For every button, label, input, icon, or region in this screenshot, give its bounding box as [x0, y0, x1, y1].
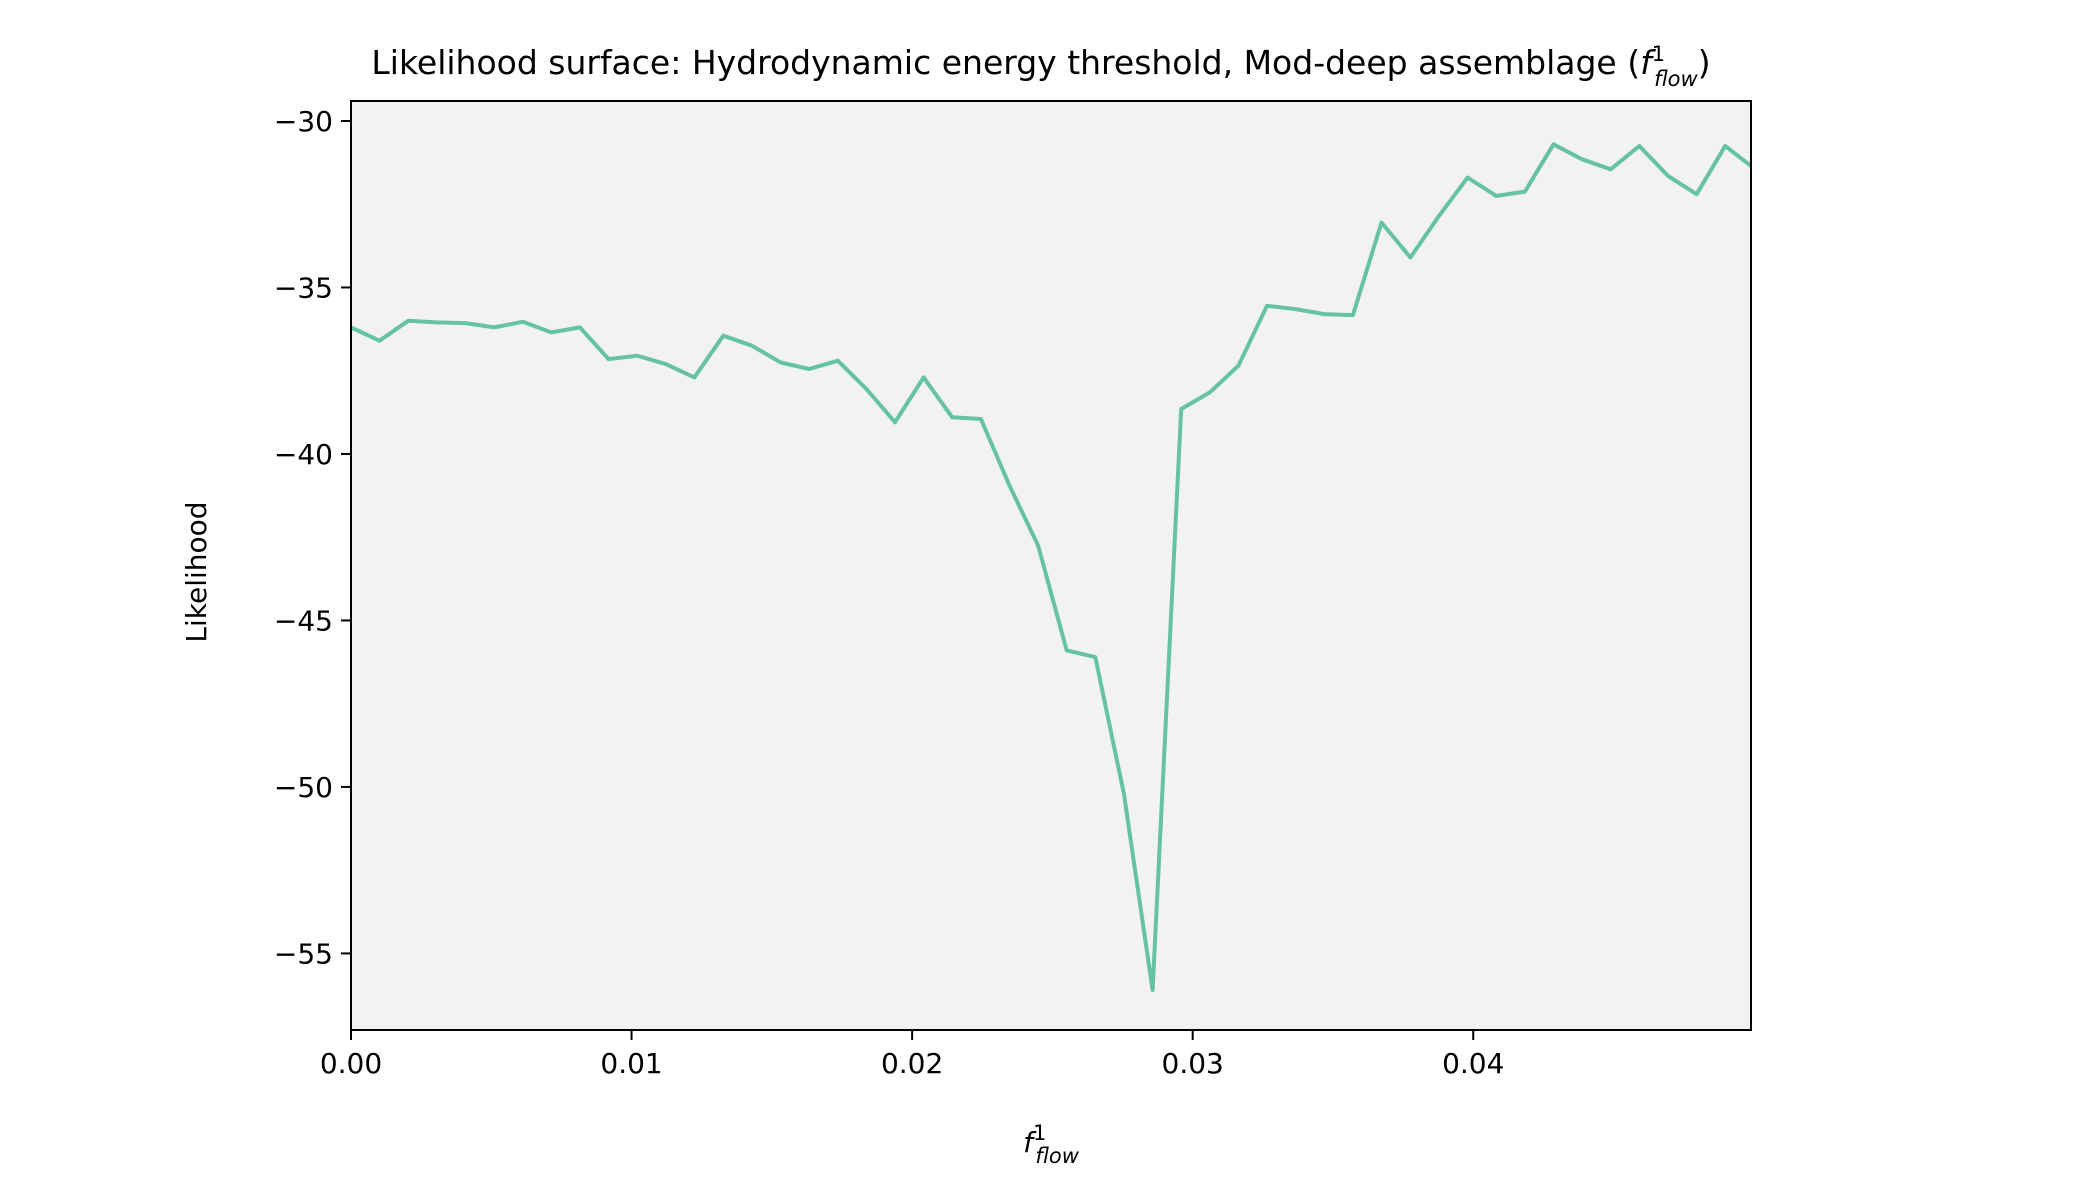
x-axis: 0.00 0.01 0.02 0.03 0.04 [320, 1030, 1504, 1080]
x-tick-label: 0.01 [600, 1047, 662, 1080]
x-axis-label-subscript: flow [1035, 1144, 1079, 1168]
title-subscript: flow [1654, 67, 1698, 91]
y-axis-label: Likelihood [180, 501, 213, 642]
x-tick-label: 0.03 [1162, 1047, 1224, 1080]
title-suffix: ) [1698, 43, 1711, 82]
title-prefix: Likelihood surface: Hydrodynamic energy … [371, 43, 1640, 82]
chart-title: Likelihood surface: Hydrodynamic energy … [371, 42, 1710, 91]
x-tick-label: 0.04 [1442, 1047, 1504, 1080]
series-line-0 [350, 142, 1753, 992]
x-axis-label-superscript: 1 [1033, 1121, 1046, 1145]
x-tick-label: 0.02 [881, 1047, 943, 1080]
title-superscript: 1 [1652, 42, 1665, 66]
y-tick-label: −40 [274, 438, 333, 471]
plot-area [351, 101, 1751, 1030]
y-tick-label: −30 [274, 105, 333, 138]
series-layer [350, 142, 1753, 992]
x-axis-label: f1 flow [1023, 1121, 1080, 1168]
y-axis: −30 −35 −40 −45 −50 −55 [274, 105, 351, 970]
y-tick-label: −55 [274, 937, 333, 970]
y-tick-label: −45 [274, 604, 333, 637]
x-tick-label: 0.00 [320, 1047, 382, 1080]
plot-frame [350, 100, 1752, 1031]
y-tick-label: −35 [274, 271, 333, 304]
y-tick-label: −50 [274, 771, 333, 804]
